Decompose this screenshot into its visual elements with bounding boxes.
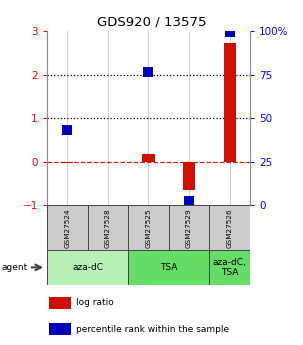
Text: log ratio: log ratio <box>76 298 114 307</box>
Text: agent: agent <box>2 263 28 272</box>
Text: GSM27529: GSM27529 <box>186 208 192 247</box>
Bar <box>183 162 195 190</box>
FancyBboxPatch shape <box>209 250 250 285</box>
Point <box>65 128 70 133</box>
Text: GDS920 / 13575: GDS920 / 13575 <box>97 16 206 29</box>
Point <box>187 198 191 204</box>
Bar <box>142 154 155 162</box>
Bar <box>49 297 71 309</box>
Text: GSM27524: GSM27524 <box>64 208 70 247</box>
FancyBboxPatch shape <box>128 205 169 250</box>
Text: GSM27528: GSM27528 <box>105 208 111 247</box>
Point <box>227 29 232 35</box>
Bar <box>224 43 236 162</box>
FancyBboxPatch shape <box>128 250 209 285</box>
Text: aza-dC,
TSA: aza-dC, TSA <box>213 258 247 277</box>
FancyBboxPatch shape <box>209 205 250 250</box>
Point <box>146 70 151 75</box>
FancyBboxPatch shape <box>47 250 128 285</box>
Text: TSA: TSA <box>160 263 178 272</box>
Text: GSM27526: GSM27526 <box>227 208 233 247</box>
FancyBboxPatch shape <box>88 205 128 250</box>
Text: aza-dC: aza-dC <box>72 263 103 272</box>
Text: percentile rank within the sample: percentile rank within the sample <box>76 325 230 334</box>
Bar <box>49 323 71 335</box>
FancyBboxPatch shape <box>169 205 209 250</box>
Text: GSM27525: GSM27525 <box>145 208 152 247</box>
FancyBboxPatch shape <box>47 205 88 250</box>
